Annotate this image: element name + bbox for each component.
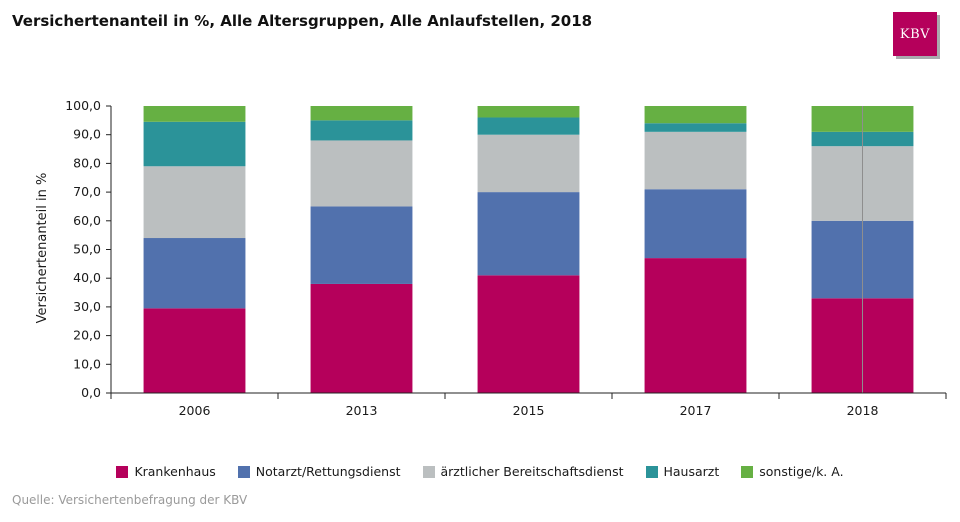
legend-swatch <box>116 465 129 478</box>
y-tick-label: 20,0 <box>73 328 101 343</box>
kbv-logo: KBV <box>893 12 937 56</box>
legend-item: Hausarzt <box>645 464 720 479</box>
x-tick-label: 2013 <box>346 403 378 418</box>
bar-segment <box>143 121 246 167</box>
bar-segment <box>477 134 580 193</box>
stacked-bar-chart: 0,0 10,0 20,0 30,0 40,0 50,0 60,0 70,0 80,0 90,0 1… <box>35 98 947 418</box>
bar-segment <box>143 106 246 122</box>
y-tick-label: 70,0 <box>73 184 101 199</box>
bar-segment <box>644 106 747 124</box>
bar-segment <box>310 283 413 393</box>
bar-segment <box>644 189 747 259</box>
bar-segment <box>310 140 413 207</box>
bar-segment <box>143 166 246 239</box>
bar-segment <box>477 117 580 135</box>
legend-label: Hausarzt <box>663 464 720 479</box>
legend-label: Krankenhaus <box>134 464 216 479</box>
legend-swatch <box>741 465 754 478</box>
y-tick-label: 100,0 <box>65 98 101 113</box>
bar-segment <box>310 206 413 284</box>
bar-segment <box>477 275 580 393</box>
source-note: Quelle: Versichertenbefragung der KBV <box>12 493 248 507</box>
chart-title: Versichertenanteil in %, Alle Altersgrup… <box>12 12 593 30</box>
bar-segment <box>644 123 747 132</box>
x-tick-label: 2018 <box>847 403 879 418</box>
legend-item: Notarzt/Rettungsdienst <box>237 464 401 479</box>
y-tick-label: 0,0 <box>81 385 101 400</box>
legend-label: ärztlicher Bereitschaftsdienst <box>440 464 624 479</box>
x-tick-label: 2006 <box>179 403 211 418</box>
bar-segment <box>143 308 246 393</box>
legend-item: ärztlicher Bereitschaftsdienst <box>422 464 624 479</box>
x-tick-label: 2017 <box>680 403 712 418</box>
bar-segment <box>644 258 747 393</box>
x-tick-label: 2015 <box>513 403 545 418</box>
legend-swatch <box>237 465 250 478</box>
legend-label: Notarzt/Rettungsdienst <box>255 464 401 479</box>
bar-segment <box>143 238 246 309</box>
bar-segment <box>477 106 580 118</box>
legend-item: sonstige/k. A. <box>741 464 844 479</box>
legend-swatch <box>422 465 435 478</box>
y-tick-label: 60,0 <box>73 213 101 228</box>
y-tick-label: 30,0 <box>73 299 101 314</box>
legend: Krankenhaus Notarzt/Rettungsdienst ärztlic… <box>0 464 960 479</box>
y-tick-label: 10,0 <box>73 356 101 371</box>
y-tick-label: 50,0 <box>73 242 101 257</box>
y-tick-label: 40,0 <box>73 270 101 285</box>
plot-area: 0,0 10,0 20,0 30,0 40,0 50,0 60,0 70,0 80,0 90,0 1… <box>65 98 947 418</box>
bar-segment <box>477 192 580 276</box>
bar-segment <box>310 106 413 121</box>
bar-segment <box>310 120 413 141</box>
legend-label: sonstige/k. A. <box>759 464 844 479</box>
bar-segment <box>644 131 747 190</box>
legend-item: Krankenhaus <box>116 464 216 479</box>
legend-swatch <box>645 465 658 478</box>
y-axis-label: Versichertenanteil in % <box>35 173 50 324</box>
y-tick-label: 90,0 <box>73 127 101 142</box>
y-tick-label: 80,0 <box>73 155 101 170</box>
